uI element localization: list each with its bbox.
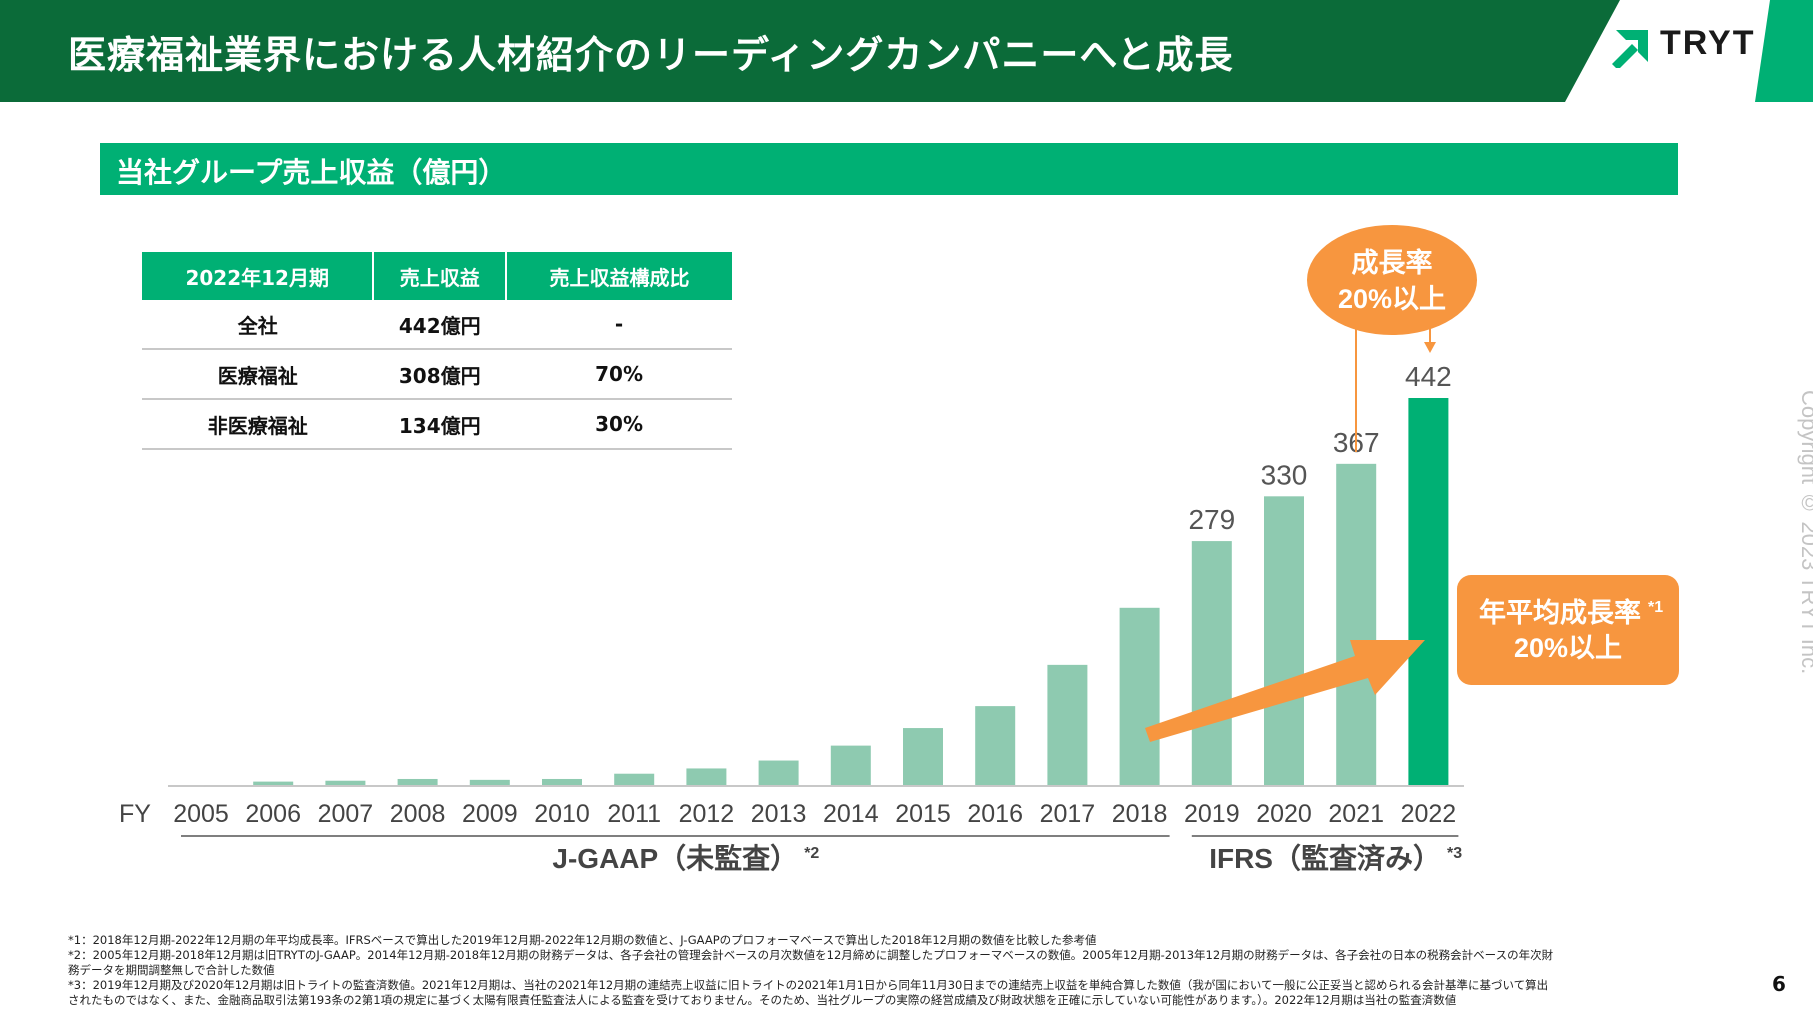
x-tick-label: 2011	[607, 800, 661, 828]
x-axis-prefix: FY	[119, 800, 151, 828]
x-tick-label: 2015	[895, 800, 951, 828]
bar-2007	[325, 780, 366, 786]
growth-rate-value: 20%以上	[1338, 284, 1446, 314]
x-tick-label: 2019	[1184, 800, 1240, 828]
bar-2006	[253, 781, 294, 786]
footnote-line: *1：2018年12月期-2022年12月期の年平均成長率。IFRSベースで算出…	[68, 933, 1097, 947]
bar-2015	[903, 728, 943, 786]
growth-rate-label: 成長率	[1352, 247, 1433, 278]
x-tick-label: 2010	[534, 800, 590, 828]
x-tick-label: 2014	[823, 800, 879, 828]
table-row: 非医療福祉 134億円 30%	[142, 399, 732, 450]
growth-rate-bubble	[1307, 225, 1477, 335]
section-title: 当社グループ売上収益（億円）	[116, 156, 507, 189]
slide-header: 医療福祉業界における人材紹介のリーディングカンパニーへと成長 TRYT	[0, 0, 1813, 102]
table-cell: -	[506, 300, 732, 350]
x-tick-label: 2006	[245, 800, 301, 828]
section-header: 当社グループ売上収益（億円）	[100, 143, 1678, 195]
footnote-line: 務データを期間調整無しで合計した数値	[68, 963, 275, 977]
table-cell: 70%	[506, 349, 732, 400]
cagr-callout-box	[1457, 575, 1679, 685]
x-tick-label: 2005	[173, 800, 229, 828]
bar-2016	[975, 706, 1016, 786]
table-cell: 30%	[506, 399, 732, 450]
revenue-summary-table: 2022年12月期 売上収益 売上収益構成比 全社 442億円 - 医療福祉 3…	[142, 252, 732, 450]
labels-layer: 279 330 367 442	[1188, 361, 1451, 535]
data-label: 442	[1405, 361, 1452, 392]
x-tick-label: 2018	[1112, 800, 1168, 828]
cagr-value: 20%以上	[1514, 633, 1622, 663]
ifrs-group-label: IFRS（監査済み）	[1209, 842, 1441, 874]
bar-2021	[1336, 463, 1377, 786]
company-logo: TRYT	[1660, 24, 1756, 62]
table-cell: 医療福祉	[142, 349, 374, 400]
x-tick-label: 2012	[679, 800, 735, 828]
table-row: 医療福祉 308億円 70%	[142, 349, 732, 400]
x-tick-label: 2020	[1256, 800, 1312, 828]
bar-2017	[1047, 664, 1088, 786]
table-cell: 非医療福祉	[142, 399, 374, 450]
x-tick-label: 2021	[1328, 800, 1384, 828]
tryt-logo-icon	[1612, 30, 1648, 68]
x-tick-label: 2007	[318, 800, 374, 828]
bar-2010	[542, 778, 582, 786]
cagr-note: *1	[1648, 599, 1663, 616]
copyright-notice: Copyright © 2023 TRYT Inc.	[1797, 390, 1813, 675]
table-header-row: 2022年12月期 売上収益 売上収益構成比	[142, 252, 732, 300]
footnote-line: *3：2019年12月期及び2020年12月期は旧トライトの監査済数値。2021…	[68, 978, 1549, 992]
bar-2005	[181, 785, 221, 786]
footnote-line: *2：2005年12月期-2018年12月期は旧TRYTのJ-GAAP。2014…	[68, 948, 1554, 962]
bar-2022	[1408, 398, 1449, 786]
jgaap-group-note: *2	[804, 845, 819, 862]
x-tick-label: 2009	[462, 800, 518, 828]
table-cell: 134億円	[373, 399, 507, 450]
table-row: 全社 442億円 -	[142, 300, 732, 350]
data-label: 367	[1333, 427, 1380, 458]
bar-2018	[1119, 607, 1160, 786]
footnote-line: されたものではなく、また、金融商品取引法第193条の2第1項の規定に基づく太陽有…	[68, 993, 1457, 1007]
x-tick-labels: 2005 2006 2007 2008 2009 2010 2011 2012 2013 2014…	[173, 800, 1456, 828]
bar-2008	[397, 778, 438, 786]
bar-2019	[1191, 541, 1232, 786]
page-number: 6	[1772, 972, 1786, 996]
bar-2020	[1264, 496, 1304, 786]
page-title: 医療福祉業界における人材紹介のリーディングカンパニーへと成長	[68, 33, 1234, 77]
table-header-cell: 2022年12月期	[142, 252, 375, 300]
bars-layer	[181, 398, 1449, 786]
header-background	[0, 0, 1813, 102]
x-tick-label: 2022	[1401, 800, 1457, 828]
table-cell: 全社	[142, 300, 374, 350]
bar-2012	[686, 768, 727, 786]
growth-pointer-icon	[1424, 342, 1436, 353]
data-label: 330	[1261, 459, 1308, 490]
growth-arrow-icon	[1145, 640, 1425, 742]
x-tick-label: 2016	[967, 800, 1023, 828]
cagr-label: 年平均成長率	[1479, 597, 1641, 628]
bar-2011	[614, 773, 655, 786]
bar-2013	[758, 760, 799, 786]
data-label: 279	[1188, 504, 1235, 535]
bar-2014	[830, 745, 871, 786]
footnotes: *1：2018年12月期-2022年12月期の年平均成長率。IFRSベースで算出…	[68, 933, 1748, 1008]
bar-2009	[469, 779, 510, 786]
x-tick-label: 2013	[751, 800, 807, 828]
x-tick-label: 2017	[1040, 800, 1096, 828]
ifrs-group-note: *3	[1447, 845, 1462, 862]
table-header-cell: 売上収益	[373, 252, 508, 300]
table-cell: 308億円	[373, 349, 507, 400]
table-cell: 442億円	[373, 300, 507, 350]
table-header-cell: 売上収益構成比	[506, 252, 732, 300]
jgaap-group-label: J-GAAP（未監査）	[552, 842, 798, 874]
x-tick-label: 2008	[390, 800, 446, 828]
